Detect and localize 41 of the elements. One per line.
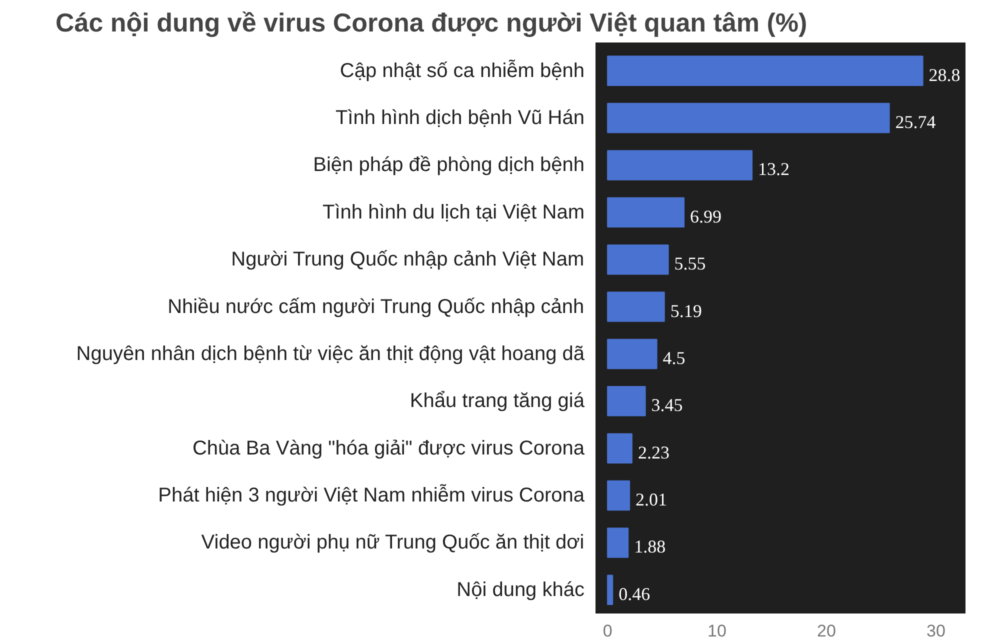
bar	[607, 433, 632, 464]
y-tick-label: Video người phụ nữ Trung Quốc ăn thịt dơi	[201, 532, 584, 554]
data-label: 5.19	[670, 300, 702, 321]
data-label: 28.8	[928, 64, 960, 85]
y-tick-label: Chùa Ba Vàng "hóa giải" được virus Corona	[192, 437, 586, 460]
y-tick-label: Tình hình du lịch tại Việt Nam	[322, 201, 585, 224]
bar	[607, 528, 629, 558]
bar	[607, 197, 685, 228]
y-tick-label: Người Trung Quốc nhập cảnh Việt Nam	[231, 248, 584, 271]
bar	[607, 574, 614, 606]
y-tick-label: Tình hình dịch bệnh Vũ Hán	[335, 107, 584, 130]
y-tick-label: Cập nhật số ca nhiễm bệnh	[340, 58, 584, 82]
data-label: 13.2	[758, 159, 790, 180]
data-label: 2.23	[638, 442, 670, 462]
x-tick-label: 30	[926, 622, 946, 640]
bar	[607, 150, 753, 180]
x-tick-label: 0	[602, 622, 612, 640]
data-label: 4.5	[662, 348, 686, 368]
bar	[607, 480, 630, 511]
y-tick-label: Khẩu trang tăng giá	[410, 390, 586, 412]
data-label: 5.55	[674, 254, 706, 274]
bar	[607, 338, 658, 370]
data-label: 1.88	[634, 536, 666, 557]
bar	[607, 244, 669, 275]
y-tick-label: Phát hiện 3 người Việt Nam nhiễm virus Corona	[158, 484, 586, 507]
y-tick-label: Nội dung khác	[456, 578, 585, 601]
y-tick-label: Biện pháp đề phòng dịch bệnh	[313, 154, 585, 176]
data-label: 2.01	[636, 490, 668, 510]
x-tick-label: 20	[817, 622, 836, 640]
y-tick-label: Nguyên nhân dịch bệnh từ việc ăn thịt động vật hoang dã	[76, 342, 586, 365]
data-label: 6.99	[690, 206, 722, 226]
chart-title: Các nội dung về virus Corona được người Việt quan tâm (%)	[56, 8, 808, 38]
bar	[607, 292, 665, 322]
x-tick-label: 10	[708, 622, 726, 640]
bar	[607, 102, 890, 134]
data-label: 3.45	[651, 395, 683, 416]
data-label: 0.46	[618, 584, 650, 604]
bar	[607, 56, 924, 86]
y-tick-label: Nhiều nước cấm người Trung Quốc nhập cảnh	[168, 296, 584, 318]
bar	[607, 386, 646, 416]
data-label: 25.74	[895, 112, 936, 132]
